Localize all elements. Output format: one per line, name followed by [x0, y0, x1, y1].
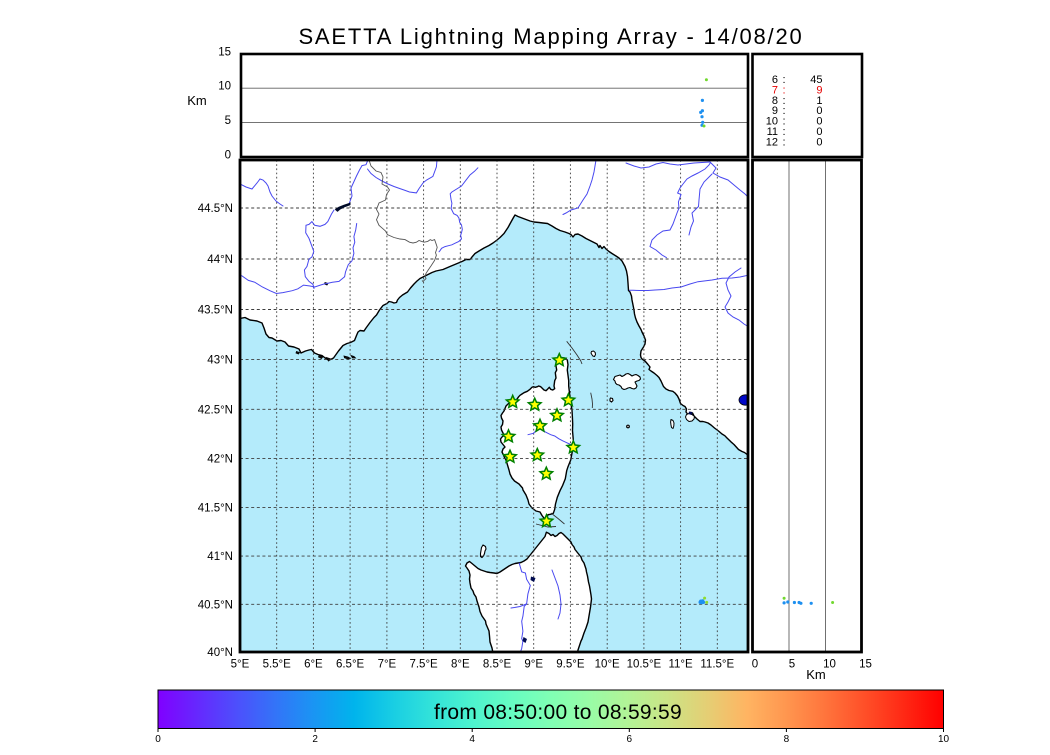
svg-text:10.5°E: 10.5°E [627, 659, 662, 671]
svg-text:0: 0 [816, 136, 822, 148]
svg-text:10: 10 [766, 116, 778, 128]
svg-text:Km: Km [806, 667, 826, 682]
svg-text::: : [782, 116, 785, 128]
svg-text:4: 4 [469, 734, 475, 745]
svg-text:42°N: 42°N [207, 454, 233, 466]
svg-text:43°N: 43°N [207, 355, 233, 367]
svg-text:15: 15 [218, 47, 231, 59]
svg-text:11.5°E: 11.5°E [700, 659, 734, 671]
svg-text:9: 9 [816, 85, 822, 97]
svg-text:44.5°N: 44.5°N [198, 203, 233, 215]
svg-text:SAETTA Lightning Mapping Array: SAETTA Lightning Mapping Array - 14/08/2… [298, 24, 803, 49]
svg-text:7: 7 [772, 85, 778, 97]
svg-text:41.5°N: 41.5°N [198, 503, 233, 515]
svg-text:6: 6 [627, 734, 633, 745]
svg-text:11°E: 11°E [668, 659, 693, 671]
svg-text:10: 10 [938, 734, 950, 745]
svg-text:8: 8 [772, 95, 778, 107]
svg-text:0: 0 [816, 105, 822, 117]
svg-text:8.5°E: 8.5°E [483, 659, 512, 671]
svg-text:8: 8 [784, 734, 790, 745]
svg-text:9: 9 [772, 105, 778, 117]
svg-text:12: 12 [766, 136, 778, 148]
svg-text:0: 0 [225, 150, 231, 162]
svg-text:9.5°E: 9.5°E [556, 659, 585, 671]
svg-text:0: 0 [816, 116, 822, 128]
svg-text:6.5°E: 6.5°E [336, 659, 365, 671]
svg-text:44°N: 44°N [207, 254, 233, 266]
svg-text::: : [782, 126, 785, 138]
svg-text::: : [782, 105, 785, 117]
svg-text:5: 5 [225, 115, 231, 127]
svg-text:7°E: 7°E [378, 659, 397, 671]
svg-text::: : [782, 136, 785, 148]
svg-text:5.5°E: 5.5°E [263, 659, 292, 671]
svg-text:40°N: 40°N [207, 647, 233, 659]
svg-text:15: 15 [859, 659, 872, 671]
svg-text:1: 1 [816, 95, 822, 107]
svg-text:9°E: 9°E [524, 659, 543, 671]
svg-text:5°E: 5°E [231, 659, 250, 671]
svg-text:from 08:50:00 to 08:59:59: from 08:50:00 to 08:59:59 [434, 701, 682, 724]
svg-text:5: 5 [789, 659, 795, 671]
svg-text:40.5°N: 40.5°N [198, 599, 233, 611]
svg-text:8°E: 8°E [451, 659, 470, 671]
svg-text::: : [782, 95, 785, 107]
svg-text:7.5°E: 7.5°E [409, 659, 438, 671]
svg-text:41°N: 41°N [207, 551, 233, 563]
svg-text:2: 2 [312, 734, 318, 745]
svg-text:0: 0 [816, 126, 822, 138]
svg-text:6°E: 6°E [304, 659, 323, 671]
svg-text:6: 6 [772, 74, 778, 86]
svg-text:45: 45 [810, 74, 822, 86]
svg-text:11: 11 [767, 126, 778, 138]
svg-text:43.5°N: 43.5°N [198, 305, 233, 317]
svg-text:0: 0 [155, 734, 161, 745]
svg-text:10: 10 [218, 81, 231, 93]
svg-text:0: 0 [752, 659, 758, 671]
svg-text:10: 10 [823, 659, 836, 671]
svg-text:Km: Km [187, 93, 207, 108]
svg-text::: : [782, 74, 785, 86]
svg-text::: : [782, 85, 785, 97]
svg-text:10°E: 10°E [595, 659, 620, 671]
svg-text:42.5°N: 42.5°N [198, 404, 233, 416]
